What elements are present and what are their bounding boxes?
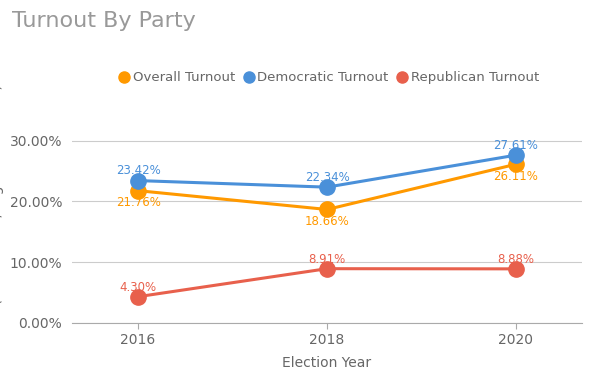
Democratic Turnout: [134, 178, 142, 183]
Democratic Turnout: [512, 153, 520, 157]
Republican Turnout: [134, 295, 142, 299]
Text: 4.30%: 4.30%: [119, 280, 157, 293]
Y-axis label: Turnout (Ballots Cast/Registered Voters): Turnout (Ballots Cast/Registered Voters): [0, 84, 4, 361]
Text: 27.61%: 27.61%: [493, 138, 538, 151]
Legend: Overall Turnout, Democratic Turnout, Republican Turnout: Overall Turnout, Democratic Turnout, Rep…: [115, 66, 545, 89]
Overall Turnout: [134, 188, 142, 193]
Text: Turnout By Party: Turnout By Party: [12, 11, 196, 31]
Text: 23.42%: 23.42%: [116, 164, 160, 177]
Line: Overall Turnout: Overall Turnout: [130, 157, 524, 217]
Line: Republican Turnout: Republican Turnout: [130, 261, 524, 304]
Text: 22.34%: 22.34%: [305, 171, 349, 184]
Overall Turnout: [323, 207, 331, 212]
Overall Turnout: [512, 162, 520, 167]
Democratic Turnout: [323, 185, 331, 189]
Republican Turnout: [512, 267, 520, 271]
Text: 26.11%: 26.11%: [493, 170, 538, 183]
Text: 8.91%: 8.91%: [308, 253, 346, 266]
Text: 21.76%: 21.76%: [116, 196, 161, 209]
X-axis label: Election Year: Election Year: [283, 355, 371, 370]
Text: 18.66%: 18.66%: [305, 215, 349, 228]
Text: 8.88%: 8.88%: [497, 253, 535, 266]
Republican Turnout: [323, 266, 331, 271]
Line: Democratic Turnout: Democratic Turnout: [130, 148, 524, 195]
